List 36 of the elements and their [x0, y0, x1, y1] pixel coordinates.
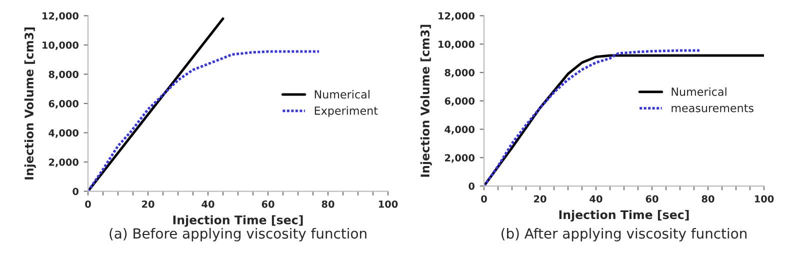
y-tick-label: 8,000	[48, 70, 79, 80]
y-tick-label: 6,000	[444, 97, 475, 106]
y-tick-label: 0	[72, 188, 79, 196]
y-tick-label: 0	[468, 182, 475, 190]
text: (b) After applying viscosity function	[502, 228, 746, 242]
x-tick-label: 80	[702, 195, 714, 203]
x-tick-label: 80	[322, 200, 334, 208]
x-tick-label: 100	[754, 195, 774, 203]
y-tick-label: 2,000	[444, 154, 475, 163]
y-tick-label: 6,000	[48, 100, 79, 109]
y-tick-label: 8,000	[444, 68, 475, 78]
x-tick-label: 20	[142, 200, 154, 208]
legend-label: Numerical	[672, 87, 726, 96]
x-tick-label: 40	[202, 200, 214, 208]
y-tick-label: 2,000	[48, 158, 79, 168]
x-axis-title: Injection Time [sec]	[559, 210, 689, 222]
legend-label: Experiment	[314, 106, 378, 118]
x-tick-label: 20	[534, 195, 546, 203]
text: (a) Before applying viscosity function	[110, 228, 366, 242]
legend-label: Numerical	[314, 90, 370, 99]
y-tick-label: 4,000	[48, 129, 79, 138]
x-tick-label: 40	[590, 195, 602, 203]
y-axis-title: Injection Volume [cm3]	[24, 28, 36, 180]
y-tick-label: 10,000	[438, 40, 475, 50]
x-tick-label: 60	[262, 200, 274, 208]
x-tick-label: 0	[85, 200, 91, 208]
y-tick-label: 12,000	[42, 12, 79, 21]
x-tick-label: 60	[646, 195, 658, 203]
y-tick-label: 12,000	[438, 12, 475, 21]
y-tick-label: 10,000	[42, 41, 79, 50]
legend-label: measurements	[672, 104, 754, 112]
x-axis-title: Injection Time [sec]	[173, 215, 303, 227]
x-tick-label: 0	[481, 195, 487, 203]
y-tick-label: 4,000	[444, 126, 475, 134]
x-tick-label: 100	[378, 200, 398, 208]
y-axis-title: Injection Volume [cm3]	[420, 24, 432, 177]
